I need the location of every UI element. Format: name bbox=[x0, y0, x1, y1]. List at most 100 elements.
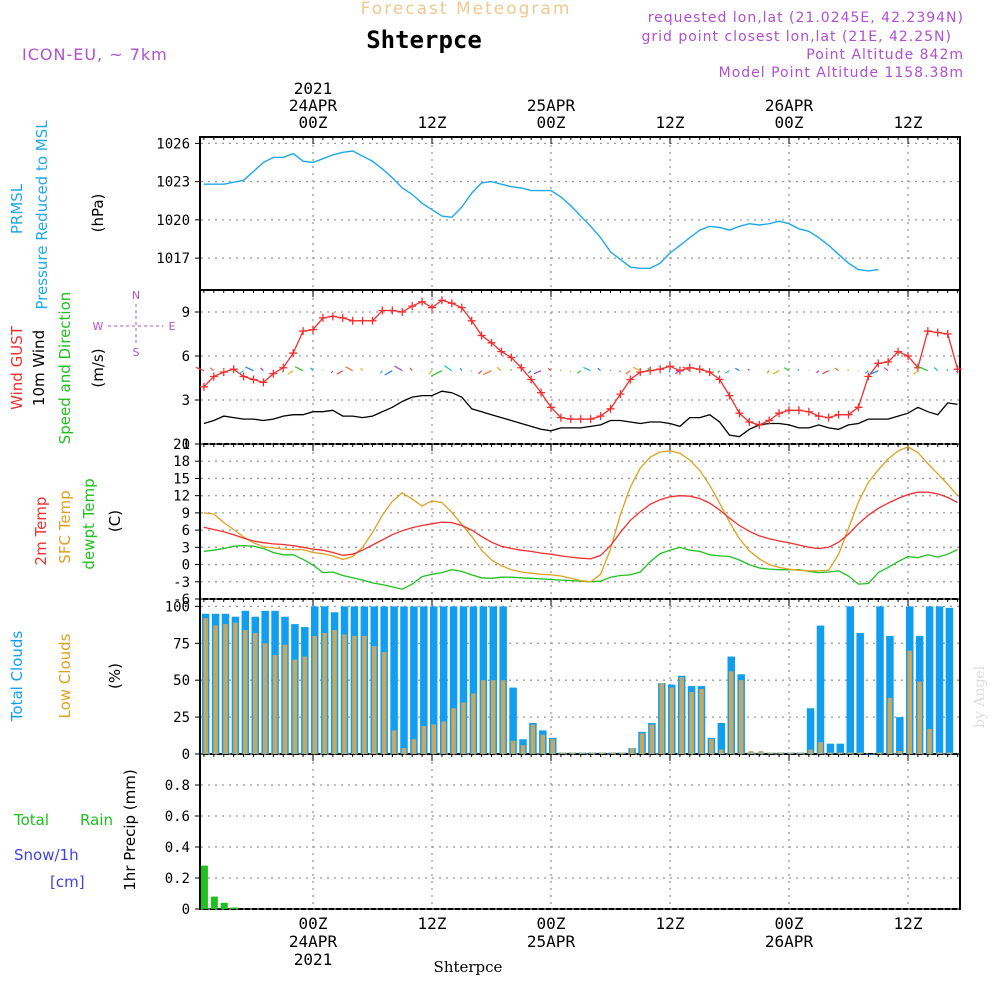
low-cloud-bar bbox=[421, 725, 427, 754]
gust-marker bbox=[517, 363, 526, 372]
wind-ytick-label: 0 bbox=[182, 437, 190, 453]
total-cloud-bar bbox=[925, 606, 934, 754]
gust-marker bbox=[497, 347, 506, 356]
gust-marker bbox=[368, 316, 377, 325]
total-cloud-bar bbox=[945, 607, 954, 754]
pressure-panel bbox=[199, 136, 961, 291]
total-cloud-bar bbox=[826, 743, 835, 754]
low-cloud-bar bbox=[342, 634, 347, 754]
gust-marker bbox=[606, 404, 615, 413]
gust-marker bbox=[309, 325, 317, 334]
total-cloud-bar bbox=[430, 606, 438, 754]
wind-direction-arrow bbox=[747, 368, 750, 372]
gust-marker bbox=[656, 365, 665, 374]
gust-marker bbox=[804, 407, 813, 416]
low-cloud-bar bbox=[639, 733, 645, 754]
bottom-time-label: 25APR bbox=[527, 932, 576, 951]
watermark: by Angel bbox=[972, 665, 988, 728]
low-cloud-bar bbox=[332, 630, 337, 754]
gust-marker bbox=[576, 415, 585, 424]
low-cloud-bar bbox=[659, 683, 665, 754]
wind-direction-arrow bbox=[883, 367, 889, 372]
wind-compass: N S W E bbox=[93, 289, 176, 359]
temp-label-1: 2m Temp bbox=[32, 497, 50, 566]
pressure-line bbox=[203, 150, 879, 272]
bottom-time-label: 24APR bbox=[289, 932, 338, 951]
low-cloud-bar bbox=[302, 656, 308, 754]
top-time-label: 00Z bbox=[537, 113, 566, 132]
compass-south: S bbox=[133, 346, 140, 359]
gust-marker bbox=[566, 415, 575, 424]
wind-direction-arrow bbox=[428, 370, 433, 375]
temp-ytick-label: 6 bbox=[182, 523, 190, 539]
low-cloud-bar bbox=[441, 721, 446, 754]
top-time-label: 12Z bbox=[894, 113, 923, 132]
wind-direction-arrow bbox=[380, 370, 383, 374]
low-cloud-bar bbox=[689, 692, 694, 754]
wind-direction-arrow bbox=[797, 368, 800, 371]
temp-ytick-label: 21 bbox=[173, 437, 190, 453]
precip-ytick-label: 0.2 bbox=[165, 871, 190, 887]
low-cloud-bar bbox=[213, 625, 218, 754]
gust-marker bbox=[923, 327, 932, 336]
gust-marker bbox=[378, 306, 387, 315]
wind-direction-arrow bbox=[577, 370, 582, 374]
precip-panel bbox=[199, 753, 961, 910]
bottom-time-label: 12Z bbox=[894, 914, 923, 933]
wind-direction-arrow bbox=[717, 370, 721, 373]
pressure-label-2: Pressure Reduced to MSL bbox=[33, 120, 51, 310]
low-cloud-bar bbox=[619, 752, 625, 754]
low-cloud-bar bbox=[897, 751, 903, 754]
gust-marker bbox=[705, 368, 714, 377]
gust-marker bbox=[457, 303, 466, 312]
low-cloud-bar bbox=[352, 635, 357, 754]
low-cloud-bar bbox=[520, 745, 526, 754]
gust-marker bbox=[824, 413, 833, 422]
wind-direction-arrow bbox=[816, 370, 820, 374]
gust-marker bbox=[507, 353, 516, 362]
low-cloud-bar bbox=[907, 650, 912, 754]
gust-marker bbox=[388, 306, 397, 315]
wind-direction-arrow bbox=[766, 370, 770, 374]
wind-direction-arrow bbox=[619, 370, 621, 373]
wind-direction-arrow bbox=[245, 366, 254, 372]
precip-label-axis: 1hr Precip (mm) bbox=[121, 769, 139, 890]
wind-direction-arrow bbox=[917, 365, 929, 372]
wind-direction-arrow bbox=[734, 367, 740, 372]
wind-direction-arrow bbox=[697, 367, 701, 372]
wind-direction-arrow bbox=[647, 367, 651, 372]
gust-marker bbox=[636, 368, 645, 377]
gust-marker bbox=[765, 416, 774, 425]
low-cloud-bar bbox=[253, 632, 258, 754]
wind-direction-arrow bbox=[309, 367, 314, 372]
pressure-ytick-label: 1026 bbox=[156, 136, 190, 152]
bottom-time-label: 00Z bbox=[299, 914, 328, 933]
gust-marker bbox=[556, 413, 565, 422]
precip-ytick-label: 0.8 bbox=[165, 778, 190, 794]
gust-marker bbox=[626, 375, 635, 384]
gust-marker bbox=[437, 296, 446, 305]
low-cloud-bar bbox=[778, 752, 784, 754]
precip-label-total: Total bbox=[13, 811, 49, 829]
gust-marker bbox=[933, 328, 942, 337]
wind-direction-arrow bbox=[682, 366, 691, 372]
low-cloud-bar bbox=[292, 659, 298, 754]
temp-label-4: (C) bbox=[106, 510, 124, 532]
precip-label-cm: [cm] bbox=[50, 873, 85, 891]
low-cloud-bar bbox=[838, 752, 843, 754]
low-cloud-bar bbox=[262, 643, 268, 754]
wind-direction-arrow bbox=[287, 370, 294, 375]
gust-marker bbox=[755, 420, 764, 429]
wind-direction-arrow bbox=[913, 370, 919, 375]
gust-marker bbox=[527, 375, 536, 384]
temp-ytick-label: -6 bbox=[173, 592, 190, 608]
total-cloud-bar bbox=[846, 606, 854, 754]
compass-west: W bbox=[93, 320, 104, 333]
gust-marker bbox=[467, 316, 476, 325]
top-time-label: 12Z bbox=[656, 113, 685, 132]
low-cloud-bar bbox=[243, 630, 248, 754]
wind-direction-arrow bbox=[260, 367, 264, 372]
low-cloud-bar bbox=[917, 681, 922, 754]
compass-east: E bbox=[169, 320, 176, 333]
wind-direction-arrow bbox=[336, 370, 344, 375]
